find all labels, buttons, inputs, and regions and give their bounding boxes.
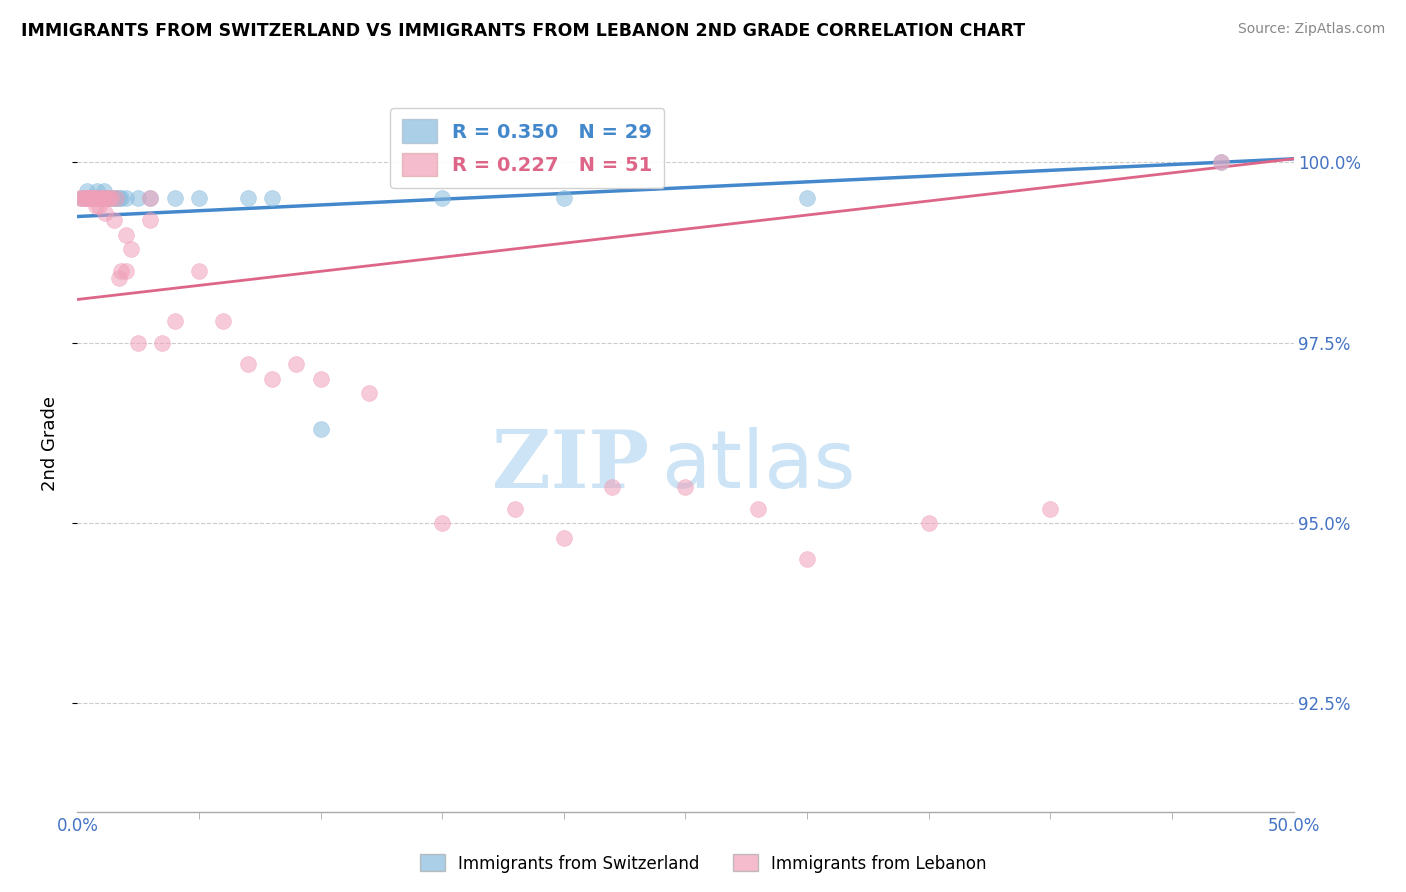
Point — [115, 263, 138, 277]
Point — [188, 263, 211, 277]
Point — [93, 184, 115, 198]
Point — [260, 191, 283, 205]
Point — [1209, 155, 1232, 169]
Point — [87, 191, 110, 205]
Point — [1039, 501, 1062, 516]
Point — [553, 531, 575, 545]
Point — [73, 191, 96, 205]
Text: Source: ZipAtlas.com: Source: ZipAtlas.com — [1237, 22, 1385, 37]
Point — [309, 372, 332, 386]
Point — [90, 191, 112, 205]
Point — [86, 191, 108, 205]
Point — [103, 213, 125, 227]
Point — [110, 191, 132, 205]
Text: IMMIGRANTS FROM SWITZERLAND VS IMMIGRANTS FROM LEBANON 2ND GRADE CORRELATION CHA: IMMIGRANTS FROM SWITZERLAND VS IMMIGRANT… — [21, 22, 1025, 40]
Point — [236, 191, 259, 205]
Point — [212, 314, 235, 328]
Point — [285, 358, 308, 372]
Point — [675, 480, 697, 494]
Point — [73, 191, 96, 205]
Point — [115, 191, 138, 205]
Point — [103, 191, 125, 205]
Point — [79, 191, 101, 205]
Point — [97, 191, 120, 205]
Point — [107, 191, 129, 205]
Point — [127, 191, 149, 205]
Point — [796, 552, 818, 566]
Legend: R = 0.350   N = 29, R = 0.227   N = 51: R = 0.350 N = 29, R = 0.227 N = 51 — [391, 108, 665, 188]
Point — [100, 191, 122, 205]
Point — [90, 191, 112, 205]
Point — [70, 191, 93, 205]
Point — [84, 199, 107, 213]
Legend: Immigrants from Switzerland, Immigrants from Lebanon: Immigrants from Switzerland, Immigrants … — [413, 847, 993, 880]
Point — [553, 191, 575, 205]
Point — [188, 191, 211, 205]
Point — [80, 191, 103, 205]
Point — [503, 501, 526, 516]
Point — [83, 191, 105, 205]
Point — [236, 358, 259, 372]
Point — [94, 206, 117, 220]
Point — [80, 191, 103, 205]
Text: atlas: atlas — [661, 427, 855, 505]
Point — [76, 184, 98, 198]
Point — [100, 191, 122, 205]
Point — [93, 191, 115, 205]
Point — [96, 191, 118, 205]
Text: ZIP: ZIP — [492, 427, 650, 505]
Point — [80, 191, 103, 205]
Point — [83, 191, 105, 205]
Point — [76, 191, 98, 205]
Point — [89, 191, 111, 205]
Point — [152, 335, 174, 350]
Point — [107, 270, 129, 285]
Point — [163, 314, 186, 328]
Point — [89, 199, 111, 213]
Point — [86, 184, 108, 198]
Point — [127, 335, 149, 350]
Point — [309, 422, 332, 436]
Point — [115, 227, 138, 242]
Point — [430, 191, 453, 205]
Point — [139, 191, 162, 205]
Point — [1209, 155, 1232, 169]
Point — [120, 242, 142, 256]
Point — [796, 191, 818, 205]
Point — [918, 516, 941, 530]
Point — [139, 191, 162, 205]
Point — [70, 191, 93, 205]
Point — [602, 480, 624, 494]
Point — [79, 191, 101, 205]
Point — [90, 191, 112, 205]
Point — [97, 191, 120, 205]
Point — [747, 501, 769, 516]
Point — [69, 191, 91, 205]
Point — [359, 386, 381, 401]
Point — [105, 191, 128, 205]
Point — [82, 191, 104, 205]
Y-axis label: 2nd Grade: 2nd Grade — [41, 396, 59, 491]
Point — [77, 191, 100, 205]
Point — [96, 191, 118, 205]
Point — [430, 516, 453, 530]
Point — [163, 191, 186, 205]
Point — [105, 191, 128, 205]
Point — [75, 191, 97, 205]
Point — [260, 372, 283, 386]
Point — [110, 263, 132, 277]
Point — [139, 213, 162, 227]
